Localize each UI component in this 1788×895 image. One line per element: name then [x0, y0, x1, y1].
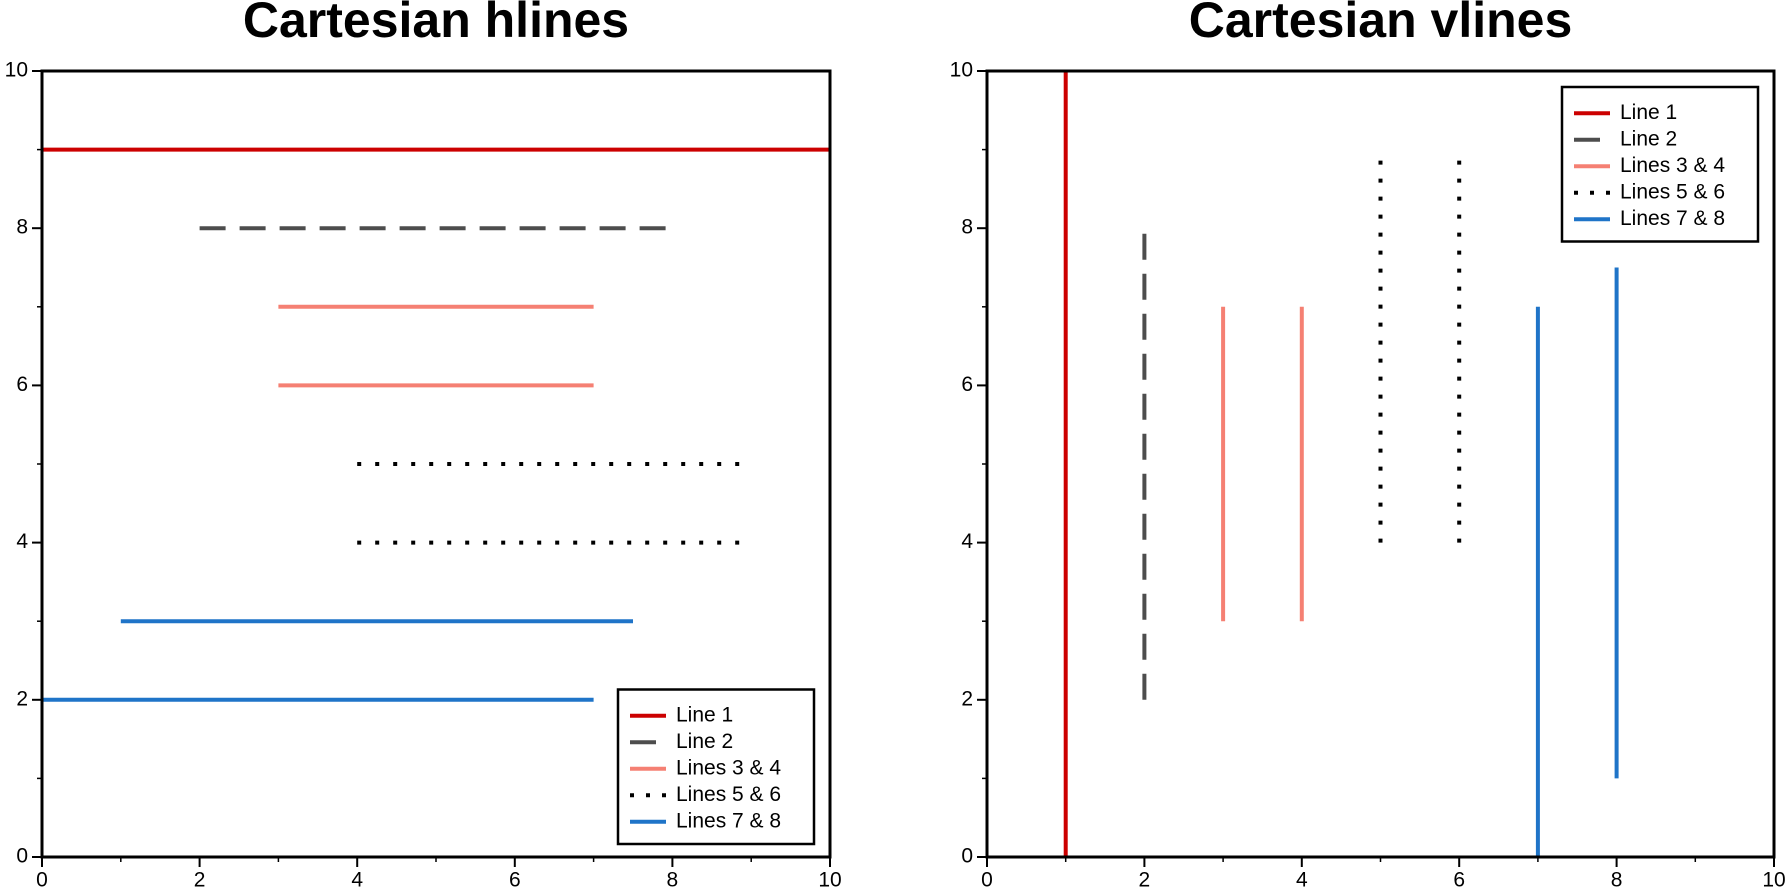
legend-label: Line 1: [676, 703, 733, 726]
plot-frame: [985, 69, 1776, 859]
y-tick-label: 2: [16, 687, 28, 710]
x-tick-label: 10: [1762, 869, 1785, 892]
y-tick-label: 8: [16, 216, 28, 239]
y-tick-label: 6: [961, 373, 973, 396]
y-tick-label: 0: [961, 845, 973, 868]
x-tick-label: 0: [981, 869, 993, 892]
x-tick-label: 8: [1611, 869, 1623, 892]
legend-label: Line 2: [676, 730, 733, 753]
legend-label: Lines 5 & 6: [676, 783, 781, 806]
y-tick-label: 4: [16, 530, 28, 553]
legend-label: Line 2: [1620, 127, 1677, 150]
x-tick-label: 6: [509, 869, 521, 892]
legend-label: Line 1: [1620, 101, 1677, 124]
y-tick-label: 6: [16, 373, 28, 396]
plot-frame: [40, 69, 832, 859]
x-tick-label: 4: [1296, 869, 1308, 892]
y-tick-label: 4: [961, 530, 973, 553]
legend-label: Lines 3 & 4: [1620, 154, 1725, 177]
y-tick-label: 10: [950, 59, 973, 82]
y-tick-label: 2: [961, 687, 973, 710]
y-tick-label: 10: [5, 59, 28, 82]
y-tick-label: 0: [16, 845, 28, 868]
chart-title: Cartesian hlines: [243, 0, 629, 48]
x-tick-label: 2: [194, 869, 206, 892]
x-tick-label: 0: [36, 869, 48, 892]
x-tick-label: 4: [351, 869, 363, 892]
y-tick-label: 8: [961, 216, 973, 239]
x-tick-label: 10: [818, 869, 841, 892]
legend-label: Lines 5 & 6: [1620, 180, 1725, 203]
legend-label: Lines 7 & 8: [1620, 207, 1725, 230]
x-tick-label: 8: [667, 869, 679, 892]
x-tick-label: 6: [1453, 869, 1465, 892]
legend-label: Lines 7 & 8: [676, 809, 781, 832]
chart-title: Cartesian vlines: [1189, 0, 1573, 48]
x-tick-label: 2: [1139, 869, 1151, 892]
legend-label: Lines 3 & 4: [676, 756, 781, 779]
